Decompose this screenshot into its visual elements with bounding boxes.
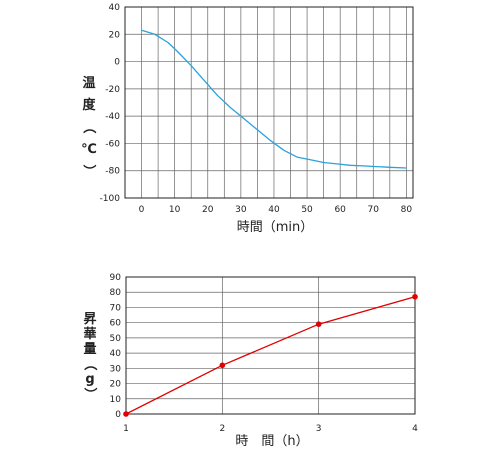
chart2-y-tick-label: 60 [110,319,122,329]
chart1-x-tick-label: 70 [368,205,380,215]
chart1-x-tick-label: 30 [235,205,247,215]
chart1-y-tick-label: 0 [114,58,120,68]
chart2-series [123,293,418,417]
chart1-y-label-char: ℃ [81,142,97,157]
chart2-y-tick-label: 80 [110,288,122,298]
chart2-frame [125,276,416,415]
chart2-y-tick-label: 90 [110,273,122,283]
chart2-x-axis-label: 時 間（h） [235,434,308,449]
chart1-x-tick-label: 80 [401,205,413,215]
chart1-y-label-char: （ [81,120,97,133]
chart1-y-tick-label: 20 [109,30,121,40]
chart2-y-label-char: 昇 [83,312,96,327]
chart2-tick-labels: 90 80 70 60 50 40 30 20 10 01 2 3 4 [110,273,419,434]
chart2-x-tick-label: 1 [123,424,129,434]
chart1-y-tick-label: -40 [105,112,120,122]
chart1-plot-border [124,6,414,199]
chart2-data-point [315,321,322,327]
chart1-y-label-char: ） [81,164,97,177]
chart2-y-tick-label: 0 [115,410,121,420]
chart2-y-label-char: 華 [83,326,96,342]
chart1-tick-labels: 40 20 0 -20 -40 -60 -80 -100 0 10 20 30 40 50 60 70 80 [100,3,413,215]
chart1-y-tick-label: -60 [105,139,120,149]
chart1-y-tick-label: -20 [105,85,120,95]
chart1-y-label-char: 温 [82,76,95,91]
chart2-y-tick-label: 40 [110,349,122,359]
chart2-data-point [123,411,129,417]
chart1-x-tick-label: 20 [202,205,214,215]
chart1-x-tick-label: 10 [169,205,181,215]
chart1-x-axis-label: 時間（min） [237,220,314,235]
chart2-grid [126,277,415,414]
chart2-series-line [125,296,416,415]
chart2-y-tick-label: 70 [110,303,122,313]
chart2-y-label-char: （ [82,357,98,370]
chart1-y-label-char: 度 [82,97,96,113]
chart2-y-label-char: ） [82,387,98,400]
chart1-frame [124,6,414,199]
chart2-data-point [412,293,418,300]
temperature-chart: 40 20 0 -20 -40 -60 -80 -100 0 10 20 30 40 50 60 70 80 時… [81,3,414,235]
chart2-y-label-char: g [85,372,94,387]
chart1-y-tick-label: -100 [100,194,121,204]
chart1-series-line [141,29,407,169]
sublimation-chart: 90 80 70 60 50 40 30 20 10 01 2 3 4 時 間（h） 昇華量（ g） [82,273,418,449]
chart2-y-tick-label: 50 [110,334,122,344]
chart2-x-tick-label: 2 [219,424,225,434]
chart1-y-tick-label: -80 [105,167,120,177]
chart2-y-axis-label: 昇華量（ g） [82,312,98,401]
chart1-grid [125,7,413,198]
chart2-plot-border [125,276,416,415]
chart2-y-tick-label: 30 [110,364,122,374]
chart1-x-tick-label: 40 [268,205,280,215]
chart2-y-tick-label: 10 [110,395,122,405]
chart2-y-label-char: 量 [83,342,96,357]
chart1-x-tick-label: 60 [334,205,346,215]
chart2-x-tick-label: 4 [412,424,418,434]
chart1-y-tick-label: 40 [109,3,121,13]
chart2-data-point [219,362,226,369]
chart1-y-axis-label: 温度 （ ℃ ） [81,76,97,178]
chart2-x-tick-label: 3 [316,424,322,434]
chart1-series [141,29,407,169]
chart1-x-tick-label: 50 [301,205,313,215]
chart1-x-tick-label: 0 [139,205,145,215]
chart2-y-tick-label: 20 [110,380,122,390]
